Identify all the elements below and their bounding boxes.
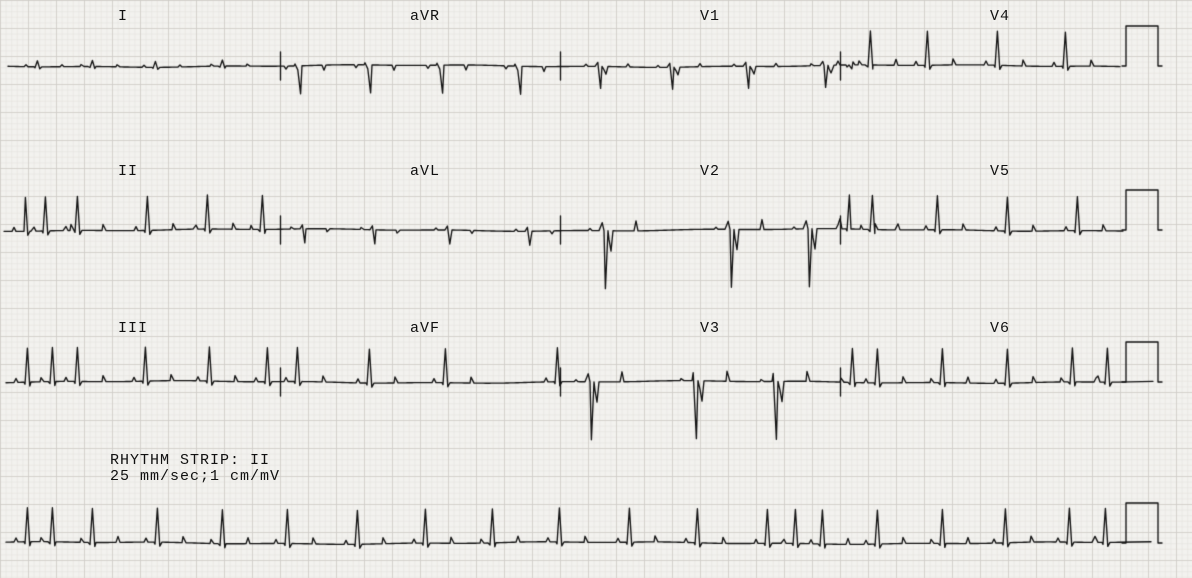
lead-label-v3: V3 <box>700 320 720 337</box>
lead-label-i: I <box>118 8 128 25</box>
lead-label-iii: III <box>118 320 148 337</box>
lead-label-v5: V5 <box>990 163 1010 180</box>
lead-label-v4: V4 <box>990 8 1010 25</box>
lead-label-avf: aVF <box>410 320 440 337</box>
ecg-strip: IaVR V1 V4 II aVL V2 V5 III aVF V3 V6 RHYTHM STRIP:… <box>0 0 1192 578</box>
lead-label-avr: aVR <box>410 8 440 25</box>
lead-label-v6: V6 <box>990 320 1010 337</box>
calibration-label: 25 mm/sec;1 cm/mV <box>110 468 280 485</box>
lead-label-v1: V1 <box>700 8 720 25</box>
lead-label-avl: aVL <box>410 163 440 180</box>
lead-label-ii: II <box>118 163 138 180</box>
rhythm-strip-label: RHYTHM STRIP: II <box>110 452 270 469</box>
lead-label-v2: V2 <box>700 163 720 180</box>
ecg-trace <box>0 0 1192 578</box>
